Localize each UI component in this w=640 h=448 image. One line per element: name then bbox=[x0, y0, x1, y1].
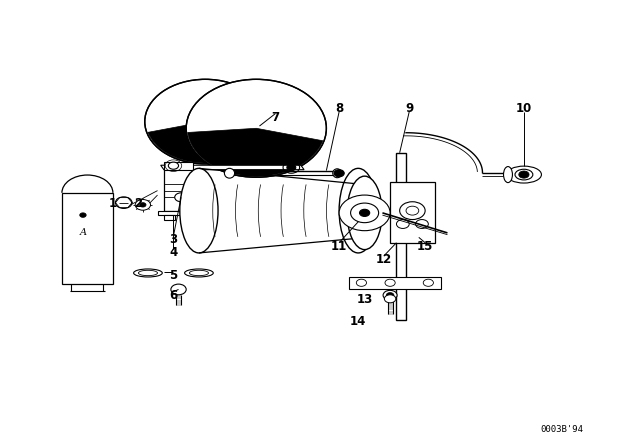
Circle shape bbox=[171, 284, 186, 295]
Ellipse shape bbox=[225, 168, 235, 178]
Text: 0003B'94: 0003B'94 bbox=[541, 425, 584, 434]
Circle shape bbox=[115, 197, 132, 208]
Polygon shape bbox=[164, 215, 175, 220]
Text: 1: 1 bbox=[109, 198, 117, 211]
Ellipse shape bbox=[134, 269, 163, 277]
Circle shape bbox=[423, 279, 433, 286]
Circle shape bbox=[351, 203, 379, 223]
Circle shape bbox=[140, 202, 146, 207]
Text: 11: 11 bbox=[331, 240, 348, 253]
Wedge shape bbox=[148, 121, 259, 163]
Circle shape bbox=[168, 162, 179, 169]
Polygon shape bbox=[390, 182, 435, 243]
Text: A: A bbox=[79, 228, 86, 237]
Circle shape bbox=[80, 213, 86, 217]
Text: 6: 6 bbox=[170, 289, 177, 302]
Circle shape bbox=[135, 199, 150, 210]
Circle shape bbox=[186, 79, 326, 177]
Text: 15: 15 bbox=[417, 240, 433, 253]
Text: 8: 8 bbox=[335, 102, 343, 115]
Ellipse shape bbox=[515, 169, 533, 180]
Text: 14: 14 bbox=[350, 315, 367, 328]
Circle shape bbox=[396, 220, 409, 228]
Circle shape bbox=[339, 195, 390, 231]
Circle shape bbox=[175, 193, 188, 202]
Circle shape bbox=[145, 79, 266, 164]
Circle shape bbox=[399, 202, 425, 220]
Text: 13: 13 bbox=[356, 293, 372, 306]
Text: 4: 4 bbox=[170, 246, 177, 259]
Ellipse shape bbox=[339, 168, 378, 253]
Text: 5: 5 bbox=[170, 269, 177, 282]
Text: 7: 7 bbox=[271, 111, 280, 124]
Circle shape bbox=[415, 220, 428, 228]
Circle shape bbox=[387, 293, 394, 298]
Text: 2: 2 bbox=[134, 198, 143, 211]
Circle shape bbox=[287, 164, 296, 171]
Ellipse shape bbox=[333, 169, 342, 178]
Ellipse shape bbox=[347, 176, 382, 250]
Text: 12: 12 bbox=[376, 253, 392, 266]
Polygon shape bbox=[161, 165, 304, 170]
Circle shape bbox=[385, 279, 395, 286]
Circle shape bbox=[360, 209, 370, 216]
Polygon shape bbox=[193, 215, 204, 220]
Ellipse shape bbox=[138, 270, 157, 276]
Polygon shape bbox=[396, 153, 406, 320]
Text: 10: 10 bbox=[516, 102, 532, 115]
Polygon shape bbox=[157, 211, 205, 215]
Text: 3: 3 bbox=[170, 233, 177, 246]
Polygon shape bbox=[349, 277, 441, 289]
Circle shape bbox=[519, 171, 529, 178]
Polygon shape bbox=[62, 193, 113, 284]
Circle shape bbox=[385, 295, 396, 303]
Ellipse shape bbox=[184, 269, 213, 277]
Ellipse shape bbox=[180, 168, 218, 253]
Ellipse shape bbox=[506, 166, 541, 183]
Circle shape bbox=[356, 279, 367, 286]
Polygon shape bbox=[164, 168, 199, 211]
Circle shape bbox=[406, 206, 419, 215]
Circle shape bbox=[334, 170, 344, 177]
Text: 9: 9 bbox=[405, 102, 413, 115]
Polygon shape bbox=[164, 162, 193, 170]
Ellipse shape bbox=[189, 270, 209, 276]
Ellipse shape bbox=[504, 167, 513, 183]
Wedge shape bbox=[188, 128, 323, 177]
Circle shape bbox=[383, 290, 397, 300]
